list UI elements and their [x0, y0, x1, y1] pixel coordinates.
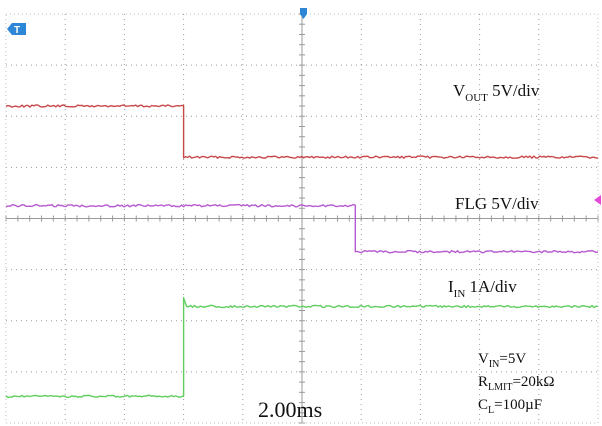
channel-marker: T — [7, 23, 26, 36]
channel-marker-left-icon — [7, 23, 26, 35]
channel-marker-label: T — [14, 25, 20, 36]
iin-label: IIN 1A/div — [448, 277, 517, 300]
waveform-traces — [5, 104, 599, 399]
trigger-marker-top-icon — [300, 8, 307, 19]
trigger-level-marker — [594, 195, 601, 205]
trigger-position-marker — [300, 8, 307, 19]
iin-trace — [5, 297, 599, 399]
condition-rlimit: RLMIT=20kΩ — [478, 374, 555, 393]
condition-cl: CL=100µF — [478, 397, 542, 416]
timebase-readout: 2.00ms — [258, 397, 322, 422]
flg-label: FLG 5V/div — [455, 194, 539, 213]
vout-trace — [5, 104, 599, 159]
condition-vin: VIN=5V — [478, 351, 526, 370]
trigger-level-arrow-icon — [594, 195, 601, 205]
vout-label: VOUT 5V/div — [453, 81, 540, 104]
flg-trace — [5, 203, 599, 254]
